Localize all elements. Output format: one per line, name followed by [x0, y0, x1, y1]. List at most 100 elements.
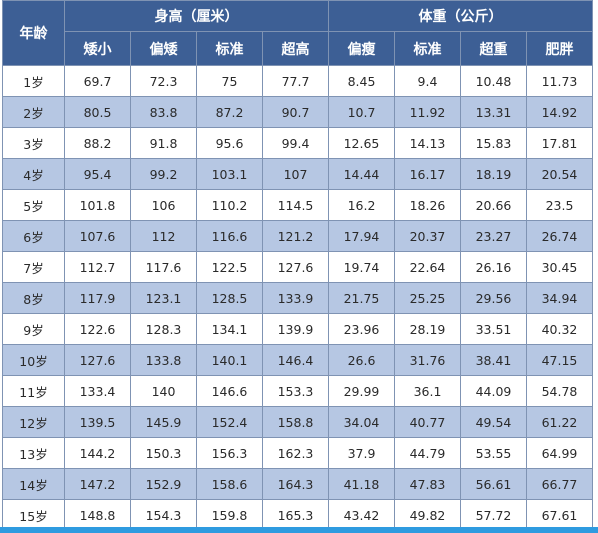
age-cell: 13岁	[2, 437, 65, 469]
weight-value-cell: 28.19	[394, 313, 461, 345]
height-value-cell: 110.2	[196, 189, 263, 221]
height-col-header: 超高	[262, 31, 329, 66]
height-value-cell: 139.5	[64, 406, 131, 438]
height-group-header: 身高（厘米）	[64, 0, 329, 32]
age-cell: 7岁	[2, 251, 65, 283]
weight-value-cell: 15.83	[460, 127, 527, 159]
weight-value-cell: 14.44	[328, 158, 395, 190]
height-value-cell: 77.7	[262, 65, 329, 97]
table-row: 10岁 127.6 133.8 140.1 146.4 26.6 31.76 38.41 47.…	[2, 344, 593, 376]
weight-value-cell: 29.99	[328, 375, 395, 407]
height-value-cell: 88.2	[64, 127, 131, 159]
weight-col-header: 肥胖	[526, 31, 593, 66]
weight-value-cell: 16.17	[394, 158, 461, 190]
table-row: 15岁 148.8 154.3 159.8 165.3 43.42 49.82 57.72 67…	[2, 499, 593, 531]
weight-value-cell: 20.66	[460, 189, 527, 221]
weight-value-cell: 49.82	[394, 499, 461, 531]
weight-value-cell: 19.74	[328, 251, 395, 283]
weight-value-cell: 18.26	[394, 189, 461, 221]
table-row: 2岁 80.5 83.8 87.2 90.7 10.7 11.92 13.31 14.92	[2, 96, 593, 128]
height-value-cell: 153.3	[262, 375, 329, 407]
weight-value-cell: 20.37	[394, 220, 461, 252]
weight-col-header: 标准	[394, 31, 461, 66]
weight-value-cell: 40.77	[394, 406, 461, 438]
height-value-cell: 128.3	[130, 313, 197, 345]
height-value-cell: 139.9	[262, 313, 329, 345]
height-value-cell: 133.8	[130, 344, 197, 376]
height-value-cell: 103.1	[196, 158, 263, 190]
table-row: 9岁 122.6 128.3 134.1 139.9 23.96 28.19 33.51 40.…	[2, 313, 593, 345]
table-row: 5岁 101.8 106 110.2 114.5 16.2 18.26 20.66 23.5	[2, 189, 593, 221]
weight-value-cell: 47.15	[526, 344, 593, 376]
weight-value-cell: 40.32	[526, 313, 593, 345]
weight-value-cell: 67.61	[526, 499, 593, 531]
height-value-cell: 162.3	[262, 437, 329, 469]
weight-value-cell: 53.55	[460, 437, 527, 469]
height-value-cell: 159.8	[196, 499, 263, 531]
height-value-cell: 69.7	[64, 65, 131, 97]
weight-value-cell: 10.7	[328, 96, 395, 128]
height-value-cell: 140.1	[196, 344, 263, 376]
table-row: 8岁 117.9 123.1 128.5 133.9 21.75 25.25 29.56 34.…	[2, 282, 593, 314]
height-col-header: 矮小	[64, 31, 131, 66]
height-value-cell: 158.8	[262, 406, 329, 438]
height-value-cell: 127.6	[64, 344, 131, 376]
table-row: 4岁 95.4 99.2 103.1 107 14.44 16.17 18.19 20.54	[2, 158, 593, 190]
height-value-cell: 146.6	[196, 375, 263, 407]
height-value-cell: 106	[130, 189, 197, 221]
age-cell: 14岁	[2, 468, 65, 500]
height-value-cell: 127.6	[262, 251, 329, 283]
weight-value-cell: 44.79	[394, 437, 461, 469]
weight-value-cell: 18.19	[460, 158, 527, 190]
weight-value-cell: 23.27	[460, 220, 527, 252]
age-cell: 12岁	[2, 406, 65, 438]
height-value-cell: 91.8	[130, 127, 197, 159]
height-value-cell: 95.6	[196, 127, 263, 159]
weight-value-cell: 17.81	[526, 127, 593, 159]
height-value-cell: 133.4	[64, 375, 131, 407]
height-value-cell: 134.1	[196, 313, 263, 345]
height-value-cell: 117.6	[130, 251, 197, 283]
table-row: 7岁 112.7 117.6 122.5 127.6 19.74 22.64 26.16 30.…	[2, 251, 593, 283]
weight-value-cell: 26.74	[526, 220, 593, 252]
weight-value-cell: 9.4	[394, 65, 461, 97]
weight-value-cell: 31.76	[394, 344, 461, 376]
height-value-cell: 87.2	[196, 96, 263, 128]
weight-value-cell: 57.72	[460, 499, 527, 531]
height-value-cell: 128.5	[196, 282, 263, 314]
weight-value-cell: 47.83	[394, 468, 461, 500]
height-value-cell: 117.9	[64, 282, 131, 314]
weight-value-cell: 26.16	[460, 251, 527, 283]
weight-value-cell: 14.13	[394, 127, 461, 159]
weight-value-cell: 64.99	[526, 437, 593, 469]
height-value-cell: 122.6	[64, 313, 131, 345]
height-value-cell: 156.3	[196, 437, 263, 469]
height-col-header: 标准	[196, 31, 263, 66]
weight-value-cell: 33.51	[460, 313, 527, 345]
height-value-cell: 146.4	[262, 344, 329, 376]
age-cell: 8岁	[2, 282, 65, 314]
weight-group-header: 体重（公斤）	[328, 0, 593, 32]
height-value-cell: 114.5	[262, 189, 329, 221]
age-cell: 11岁	[2, 375, 65, 407]
weight-value-cell: 11.73	[526, 65, 593, 97]
weight-value-cell: 23.5	[526, 189, 593, 221]
age-cell: 9岁	[2, 313, 65, 345]
height-value-cell: 152.4	[196, 406, 263, 438]
height-value-cell: 148.8	[64, 499, 131, 531]
weight-value-cell: 13.31	[460, 96, 527, 128]
weight-value-cell: 12.65	[328, 127, 395, 159]
age-cell: 15岁	[2, 499, 65, 531]
weight-value-cell: 16.2	[328, 189, 395, 221]
weight-col-header: 超重	[460, 31, 527, 66]
height-value-cell: 83.8	[130, 96, 197, 128]
table-row: 6岁 107.6 112 116.6 121.2 17.94 20.37 23.27 26.74	[2, 220, 593, 252]
height-value-cell: 101.8	[64, 189, 131, 221]
height-value-cell: 133.9	[262, 282, 329, 314]
height-value-cell: 72.3	[130, 65, 197, 97]
height-value-cell: 122.5	[196, 251, 263, 283]
height-value-cell: 95.4	[64, 158, 131, 190]
weight-value-cell: 21.75	[328, 282, 395, 314]
